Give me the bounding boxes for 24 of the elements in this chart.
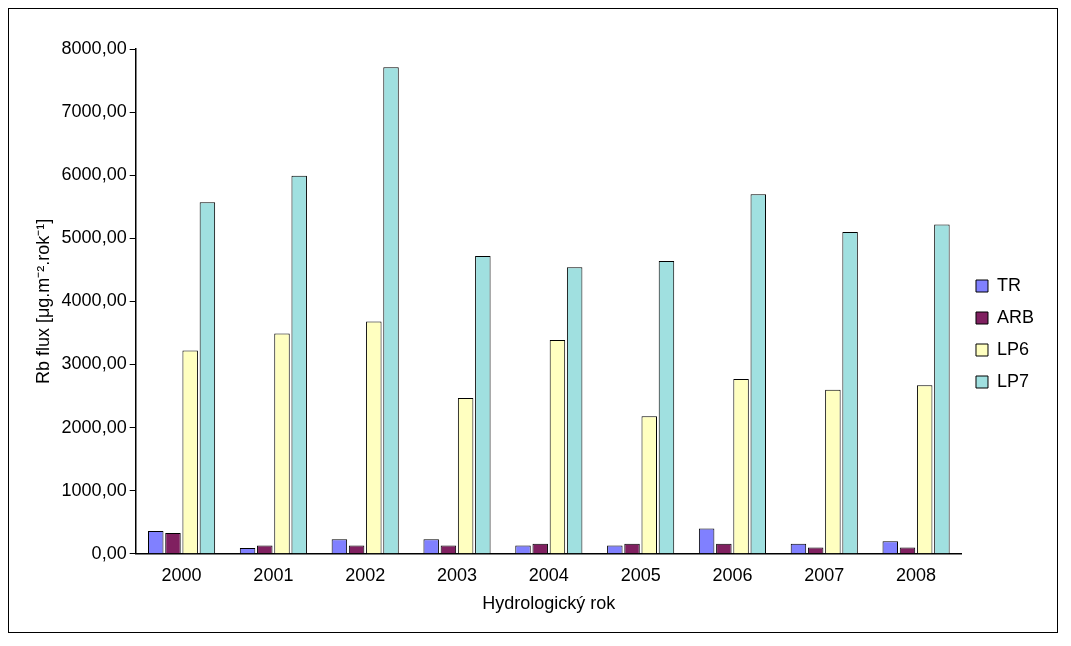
legend-label: ARB (996, 306, 1034, 327)
y-tick-label: 7000,00 (61, 101, 127, 122)
y-axis-title: Rb flux [μg.m⁻².rok⁻¹] (32, 218, 53, 385)
y-tick-label: 8000,00 (61, 37, 127, 58)
legend-label: LP6 (996, 338, 1030, 359)
legend-label: LP7 (996, 370, 1030, 391)
legend-label: TR (996, 274, 1021, 295)
y-tick-label: 0,00 (91, 542, 127, 563)
y-tick-label: 3000,00 (61, 353, 127, 374)
x-tick-label: 2003 (436, 564, 478, 585)
y-tick-label: 1000,00 (61, 479, 127, 500)
y-tick-label: 4000,00 (61, 290, 127, 311)
x-tick-label: 2006 (712, 564, 753, 585)
y-tick-label: 5000,00 (61, 227, 127, 248)
x-tick-label: 2005 (620, 564, 661, 585)
x-tick-label: 2001 (253, 564, 294, 585)
x-axis-title: Hydrologický rok (482, 593, 617, 614)
y-tick-label: 6000,00 (61, 164, 127, 185)
x-tick-label: 2008 (896, 564, 937, 585)
y-tick-label: 2000,00 (61, 416, 127, 437)
x-tick-label: 2007 (804, 564, 845, 585)
x-tick-label: 2000 (161, 564, 202, 585)
x-tick-label: 2004 (528, 564, 569, 585)
x-tick-label: 2002 (345, 564, 386, 585)
